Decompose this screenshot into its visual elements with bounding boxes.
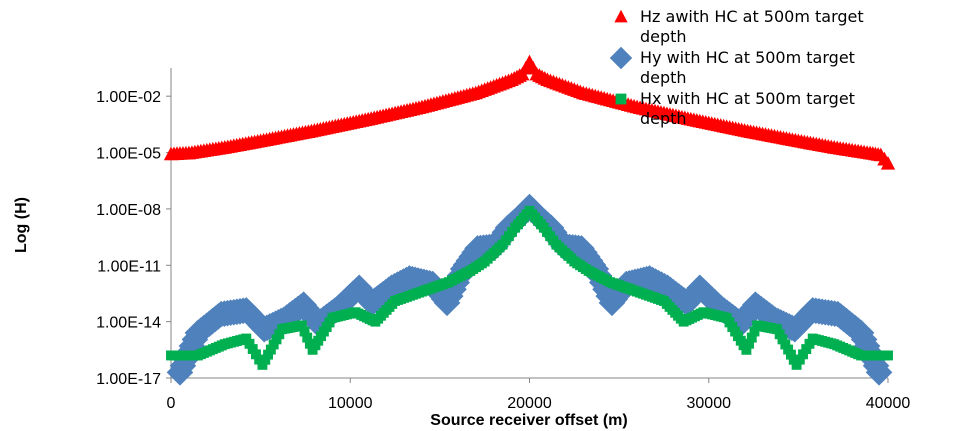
data-point <box>746 332 757 343</box>
legend-triangle-icon <box>614 9 628 23</box>
data-point <box>263 349 274 360</box>
legend-diamond-icon <box>609 46 633 70</box>
data-point <box>260 354 271 365</box>
series-layer <box>163 54 896 386</box>
data-point <box>244 338 255 349</box>
legend-label-continued: depth <box>640 109 687 128</box>
data-point <box>798 349 808 360</box>
data-point <box>801 344 812 355</box>
data-point <box>296 320 307 331</box>
legend-label-continued: depth <box>640 27 687 46</box>
plot-area: 1.00E-17 1.00E-14 1.00E-11 1.00E-08 1.00E-05… <box>96 54 911 412</box>
data-point <box>791 359 802 370</box>
data-point <box>883 350 893 361</box>
y-tick-label: 1.00E-02 <box>96 89 161 106</box>
data-point <box>744 338 755 349</box>
data-point <box>302 332 313 343</box>
x-tick-label: 20000 <box>507 395 552 412</box>
series-diamond-markers <box>166 193 893 386</box>
x-tick-label: 30000 <box>687 395 732 412</box>
data-point <box>865 359 893 386</box>
data-point <box>247 344 258 355</box>
data-point <box>268 339 279 350</box>
data-point <box>304 338 315 349</box>
series-square-markers <box>166 205 893 370</box>
data-point <box>251 349 261 360</box>
data-point <box>804 338 815 349</box>
x-axis-ticks: 0 10000 20000 30000 40000 <box>167 378 911 412</box>
data-point <box>794 354 805 365</box>
y-tick-label: 1.00E-14 <box>96 315 161 332</box>
data-point <box>780 339 791 350</box>
data-point <box>741 344 752 355</box>
y-tick-label: 1.00E-05 <box>96 146 161 163</box>
data-point <box>749 326 760 337</box>
legend-label: Hy with HC at 500m target <box>640 48 855 67</box>
data-point <box>771 324 782 335</box>
y-tick-label: 1.00E-08 <box>96 202 161 219</box>
data-point <box>254 354 265 365</box>
data-point <box>774 329 785 340</box>
legend-square-icon <box>615 93 627 105</box>
y-tick-label: 1.00E-11 <box>97 258 161 275</box>
x-tick-label: 10000 <box>328 395 373 412</box>
y-axis-ticks: 1.00E-17 1.00E-14 1.00E-11 1.00E-08 1.00E-05… <box>96 89 171 388</box>
data-point <box>880 156 896 170</box>
legend-label: Hx with HC at 500m target <box>640 89 855 108</box>
x-tick-label: 40000 <box>866 395 911 412</box>
x-axis-title: Source receiver offset (m) <box>430 412 627 429</box>
y-axis-title: Log (H) <box>13 197 30 253</box>
data-point <box>265 344 276 355</box>
data-point <box>271 334 282 345</box>
data-point <box>777 334 788 345</box>
data-point <box>788 354 799 365</box>
x-tick-label: 0 <box>167 395 176 412</box>
data-point <box>783 344 794 355</box>
legend-label-continued: depth <box>640 68 687 87</box>
data-point <box>257 359 268 370</box>
data-point <box>299 326 310 337</box>
y-tick-label: 1.00E-17 <box>96 371 161 388</box>
legend-label: Hz awith HC at 500m target <box>640 7 864 26</box>
data-point <box>241 333 252 344</box>
data-point <box>785 349 796 360</box>
data-point <box>274 329 285 340</box>
series-triangle-markers <box>163 54 896 170</box>
